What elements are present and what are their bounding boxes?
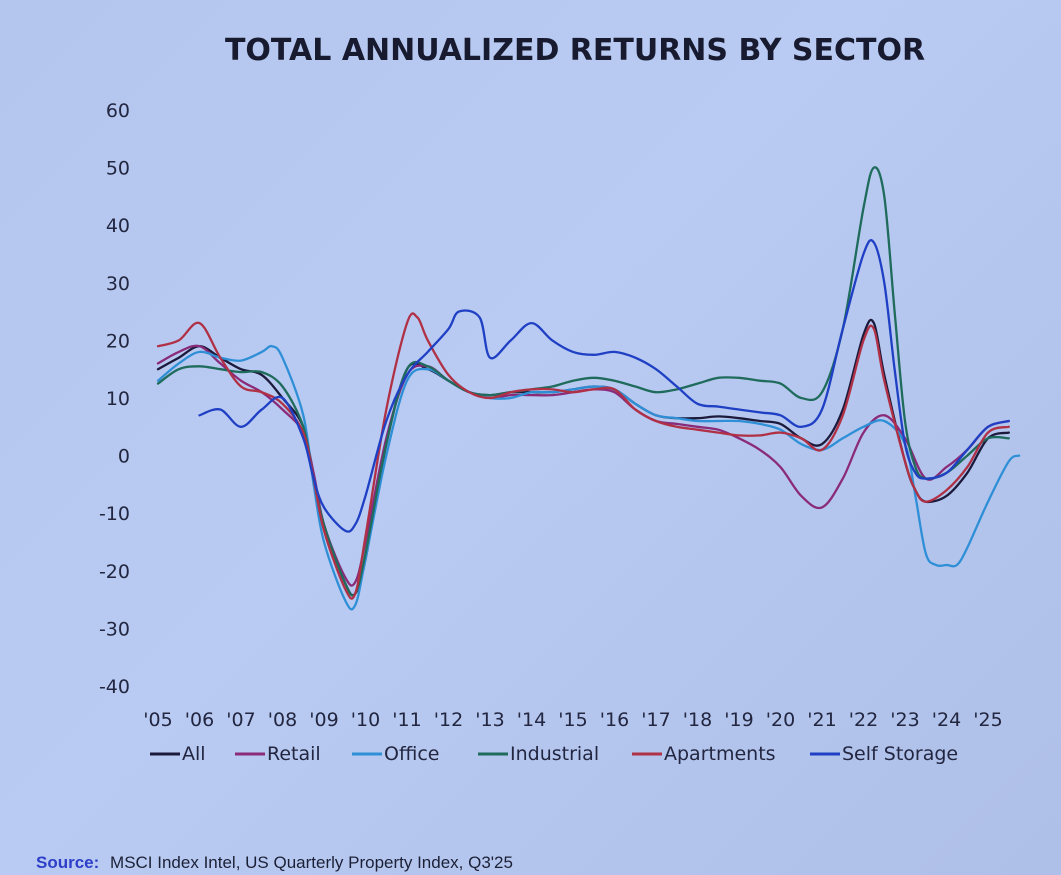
y-tick-label: 40	[106, 215, 130, 237]
x-tick-label: '08	[268, 709, 297, 731]
legend-label-retail: Retail	[267, 743, 321, 765]
x-tick-label: '17	[641, 709, 670, 731]
x-tick-label: '05	[143, 709, 172, 731]
series-line-industrial	[156, 166, 1010, 597]
y-tick-label: -30	[99, 618, 130, 640]
x-tick-label: '09	[309, 709, 338, 731]
x-tick-label: '06	[185, 709, 214, 731]
y-tick-label: 0	[118, 446, 130, 468]
legend-label-industrial: Industrial	[510, 743, 599, 765]
legend: All Retail Office Industrial Apartments Self …	[150, 743, 958, 765]
x-tick-label: '12	[434, 709, 463, 731]
legend-label-all: All	[182, 743, 206, 765]
x-axis: '05 '06 '07 '08 '09 '10 '11 '12 '13 '14 '15 '16 '17 '…	[143, 709, 1002, 731]
y-tick-label: 50	[106, 158, 130, 180]
x-tick-label: '25	[973, 709, 1002, 731]
y-axis: 60 50 40 30 20 10 0 -10 -20 -30 -40	[99, 100, 130, 698]
x-tick-label: '13	[475, 709, 504, 731]
source-text: MSCI Index Intel, US Quarterly Property …	[110, 853, 513, 872]
y-tick-label: 10	[106, 388, 130, 410]
x-tick-label: '22	[849, 709, 878, 731]
x-tick-label: '10	[351, 709, 380, 731]
x-tick-label: '21	[807, 709, 836, 731]
legend-label-office: Office	[384, 743, 439, 765]
x-tick-label: '24	[932, 709, 961, 731]
plot-area	[156, 166, 1021, 611]
x-tick-label: '23	[890, 709, 919, 731]
x-tick-label: '19	[724, 709, 753, 731]
y-tick-label: -10	[99, 503, 130, 525]
y-tick-label: 20	[106, 330, 130, 352]
x-tick-label: '20	[766, 709, 795, 731]
source-note: Source: MSCI Index Intel, US Quarterly P…	[36, 853, 513, 872]
chart-title: TOTAL ANNUALIZED RETURNS BY SECTOR	[225, 33, 925, 68]
x-tick-label: '16	[600, 709, 629, 731]
series-line-office	[156, 344, 1021, 611]
x-tick-label: '07	[226, 709, 255, 731]
series-line-retail	[156, 344, 1010, 587]
y-tick-label: -40	[99, 676, 130, 698]
y-tick-label: 30	[106, 273, 130, 295]
x-tick-label: '15	[558, 709, 587, 731]
x-tick-label: '18	[683, 709, 712, 731]
legend-label-self-storage: Self Storage	[842, 743, 958, 765]
y-tick-label: 60	[106, 100, 130, 122]
legend-label-apartments: Apartments	[664, 743, 776, 765]
y-tick-label: -20	[99, 561, 130, 583]
x-tick-label: '14	[517, 709, 546, 731]
series-line-self-storage	[198, 239, 1010, 533]
x-tick-label: '11	[392, 709, 421, 731]
source-prefix: Source:	[36, 853, 99, 872]
